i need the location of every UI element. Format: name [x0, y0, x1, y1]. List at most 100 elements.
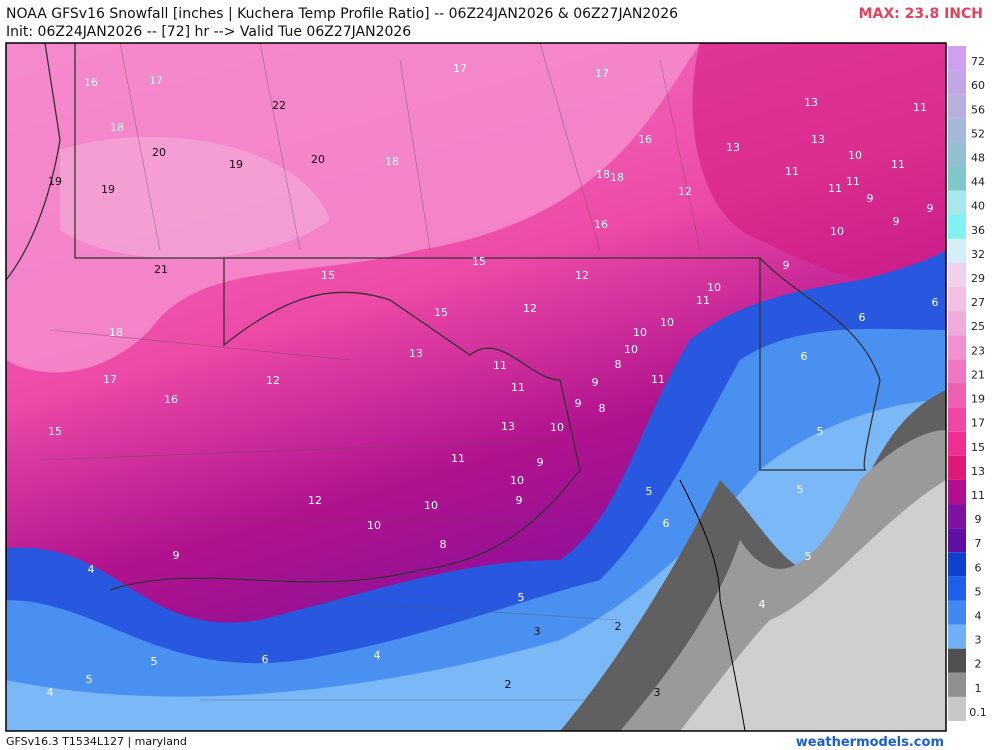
- snow-value-label: 15: [434, 306, 448, 319]
- snow-value-label: 11: [493, 359, 507, 372]
- snow-value-label: 5: [805, 550, 812, 563]
- snow-value-label: 10: [367, 519, 381, 532]
- snow-value-label: 12: [575, 269, 589, 282]
- snow-value-label: 20: [311, 153, 325, 166]
- snow-value-label: 11: [651, 373, 665, 386]
- snow-value-label: 15: [472, 255, 486, 268]
- colorbar-label: 0.1: [969, 706, 987, 719]
- snow-value-label: 6: [801, 350, 808, 363]
- colorbar-swatch: [948, 479, 966, 505]
- colorbar-swatch: [948, 190, 966, 215]
- snow-value-label: 11: [891, 158, 905, 171]
- snow-value-label: 5: [646, 485, 653, 498]
- snow-value-label: 16: [164, 393, 178, 406]
- colorbar-label: 21: [971, 368, 985, 381]
- colorbar-label: 40: [971, 200, 985, 213]
- colorbar-label: 4: [975, 610, 982, 623]
- snow-value-label: 4: [88, 563, 95, 576]
- colorbar-swatch: [948, 431, 966, 456]
- colorbar-swatch: [948, 383, 966, 408]
- snow-value-label: 2: [505, 678, 512, 691]
- colorbar-label: 19: [971, 393, 985, 406]
- snow-value-label: 13: [811, 133, 825, 146]
- title: NOAA GFSv16 Snowfall [inches | Kuchera T…: [6, 6, 678, 22]
- max-label: MAX: 23.8 INCH: [859, 6, 983, 22]
- snow-value-label: 9: [867, 192, 874, 205]
- colorbar-swatch: [948, 335, 966, 360]
- colorbar-label: 48: [971, 151, 985, 164]
- snow-value-label: 16: [84, 76, 98, 89]
- snow-value-label: 6: [663, 517, 670, 530]
- snow-value-label: 18: [596, 168, 610, 181]
- snow-value-label: 11: [696, 294, 710, 307]
- snow-value-label: 5: [151, 655, 158, 668]
- colorbar-label: 17: [971, 417, 985, 430]
- snow-value-label: 6: [859, 311, 866, 324]
- snow-value-label: 5: [797, 483, 804, 496]
- snow-value-label: 9: [516, 494, 523, 507]
- snow-value-label: 11: [511, 381, 525, 394]
- snow-value-label: 17: [149, 74, 163, 87]
- colorbar-label: 32: [971, 248, 985, 261]
- colorbar-swatch: [948, 504, 966, 529]
- colorbar-swatch: [948, 311, 966, 336]
- colorbar-label: 1: [975, 682, 982, 695]
- snow-value-label: 16: [594, 218, 608, 231]
- snow-value-label: 18: [110, 121, 124, 134]
- snow-value-label: 10: [830, 225, 844, 238]
- colorbar-swatch: [948, 46, 966, 71]
- colorbar-label: 60: [971, 79, 985, 92]
- colorbar-swatch: [948, 262, 966, 288]
- snow-value-label: 15: [48, 425, 62, 438]
- snow-value-label: 11: [785, 165, 799, 178]
- snow-value-label: 18: [109, 326, 123, 339]
- snow-value-label: 13: [501, 420, 515, 433]
- snow-value-label: 9: [927, 202, 934, 215]
- snow-value-label: 6: [932, 296, 939, 309]
- colorbar-label: 23: [971, 344, 985, 357]
- snow-value-label: 8: [599, 402, 606, 415]
- snow-value-label: 11: [846, 175, 860, 188]
- snow-value-label: 5: [86, 673, 93, 686]
- snow-value-label: 6: [262, 653, 269, 666]
- map-area: [6, 43, 946, 731]
- colorbar-label: 25: [971, 320, 985, 333]
- colorbar-label: 7: [975, 537, 982, 550]
- colorbar-label: 72: [971, 55, 985, 68]
- colorbar-label: 5: [975, 585, 982, 598]
- colorbar-swatch: [948, 70, 966, 95]
- colorbar-label: 6: [975, 561, 982, 574]
- snow-value-label: 2: [615, 620, 622, 633]
- snow-value-label: 10: [510, 474, 524, 487]
- snow-value-label: 9: [575, 397, 582, 410]
- colorbar-label: 27: [971, 296, 985, 309]
- colorbar-swatch: [948, 648, 966, 673]
- colorbar-swatch: [948, 552, 966, 577]
- snow-value-label: 17: [103, 373, 117, 386]
- snow-value-label: 3: [654, 686, 661, 699]
- snow-value-label: 5: [817, 425, 824, 438]
- map-frame: [5, 42, 947, 732]
- snow-value-label: 10: [707, 281, 721, 294]
- snow-value-label: 20: [152, 146, 166, 159]
- snow-value-label: 12: [678, 185, 692, 198]
- snow-value-label: 4: [374, 649, 381, 662]
- snow-value-label: 13: [409, 347, 423, 360]
- colorbar-label: 56: [971, 103, 985, 116]
- snow-value-label: 10: [550, 421, 564, 434]
- snow-value-label: 10: [848, 149, 862, 162]
- colorbar-swatch: [948, 576, 966, 601]
- colorbar-swatch: [948, 287, 966, 312]
- snow-value-label: 13: [726, 141, 740, 154]
- snow-value-label: 9: [783, 259, 790, 272]
- colorbar-label: 15: [971, 441, 985, 454]
- colorbar-label: 3: [975, 634, 982, 647]
- snow-value-label: 17: [453, 62, 467, 75]
- snow-value-label: 12: [523, 302, 537, 315]
- snow-value-label: 11: [451, 452, 465, 465]
- snow-value-label: 3: [534, 625, 541, 638]
- colorbar-label: 13: [971, 465, 985, 478]
- snow-value-label: 12: [266, 374, 280, 387]
